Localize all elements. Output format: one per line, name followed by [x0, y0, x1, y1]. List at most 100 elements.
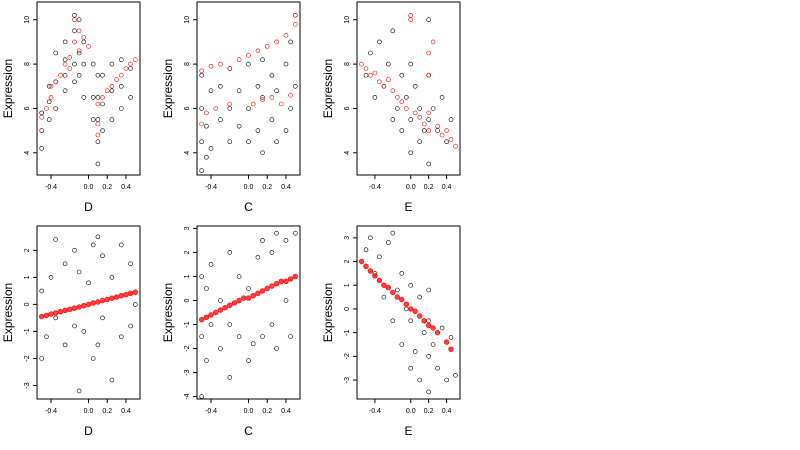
data-point: [133, 57, 138, 63]
data-point: [255, 290, 261, 296]
data-point: [426, 161, 432, 167]
data-point: [119, 72, 124, 78]
data-point: [85, 301, 92, 308]
data-point: [104, 88, 110, 93]
data-point: [377, 79, 382, 85]
plot-frame: [196, 1, 301, 176]
data-point: [412, 84, 418, 89]
data-point: [435, 128, 440, 133]
data-point: [62, 72, 68, 78]
data-point: [208, 88, 214, 93]
data-point: [417, 377, 423, 383]
data-point: [62, 88, 68, 93]
data-point: [76, 269, 82, 275]
data-point: [368, 50, 373, 56]
data-point: [109, 377, 115, 383]
data-point: [53, 106, 59, 111]
data-point: [236, 334, 242, 339]
y-tick-label: -2: [24, 355, 31, 361]
data-point: [250, 101, 256, 107]
y-tick-label: -3: [24, 382, 31, 388]
data-point: [81, 61, 87, 67]
x-tick-label: 0.4: [121, 408, 131, 415]
y-tick-label: 4: [184, 151, 191, 155]
y-tick-label: -1: [24, 328, 31, 334]
data-point: [403, 306, 409, 312]
data-point: [358, 258, 365, 265]
y-tick-label: -1: [344, 329, 351, 335]
data-point: [443, 339, 450, 345]
data-point: [363, 72, 369, 78]
data-point: [394, 95, 400, 100]
data-point: [199, 334, 204, 339]
x-tick-label: 0.0: [84, 408, 94, 415]
data-point: [71, 305, 78, 311]
series-1: [199, 13, 298, 173]
data-point: [269, 283, 275, 289]
data-point: [52, 310, 59, 316]
series-2: [39, 17, 138, 138]
data-point: [95, 139, 101, 144]
data-point: [430, 325, 436, 331]
data-point: [421, 121, 427, 127]
data-point: [390, 28, 396, 34]
data-point: [48, 311, 54, 317]
x-tick-label: 0.2: [102, 184, 112, 191]
data-point: [90, 95, 96, 100]
data-point: [46, 84, 52, 89]
data-point: [227, 322, 233, 327]
data-point: [119, 84, 124, 89]
data-point: [109, 61, 115, 67]
x-axis-label: D: [84, 424, 93, 438]
data-point: [119, 334, 124, 340]
data-point: [269, 117, 275, 122]
data-point: [245, 295, 252, 301]
data-point: [222, 305, 228, 311]
data-point: [44, 106, 49, 111]
data-point: [426, 117, 432, 122]
data-point: [376, 277, 383, 284]
y-tick-label: 8: [184, 62, 191, 66]
data-point: [53, 237, 59, 242]
data-point: [292, 273, 298, 280]
data-point: [408, 17, 414, 23]
data-point: [426, 17, 432, 23]
series-1: [39, 234, 138, 394]
data-point: [48, 84, 54, 89]
x-tick-label: 0.2: [262, 184, 272, 191]
x-tick-label: -0.4: [45, 184, 57, 191]
data-point: [372, 95, 378, 100]
data-point: [46, 117, 52, 122]
data-point: [274, 230, 279, 236]
x-axis-label: C: [244, 424, 253, 438]
data-point: [408, 318, 414, 324]
data-point: [399, 128, 405, 133]
data-point: [408, 282, 414, 288]
data-point: [255, 128, 261, 133]
data-point: [288, 39, 293, 45]
data-point: [227, 106, 233, 111]
data-point: [367, 268, 374, 274]
data-point: [81, 329, 87, 334]
series-2: [199, 13, 298, 127]
y-tick-label: 6: [24, 106, 31, 110]
data-point: [236, 274, 242, 279]
data-point: [100, 101, 105, 107]
data-point: [426, 50, 432, 56]
data-point: [118, 293, 125, 299]
x-tick-label: 0.2: [424, 408, 434, 415]
data-point: [90, 242, 96, 248]
data-point: [208, 64, 214, 69]
y-tick-label: 1: [344, 283, 351, 287]
x-tick-label: 0.4: [442, 408, 452, 415]
data-point: [81, 39, 87, 45]
data-point: [199, 394, 204, 399]
x-axis-label: D: [84, 200, 93, 214]
data-point: [444, 139, 449, 144]
data-point: [62, 57, 68, 63]
x-tick-label: 0.4: [281, 184, 291, 191]
data-point: [95, 95, 101, 100]
data-point: [199, 72, 204, 78]
data-point: [86, 280, 91, 286]
